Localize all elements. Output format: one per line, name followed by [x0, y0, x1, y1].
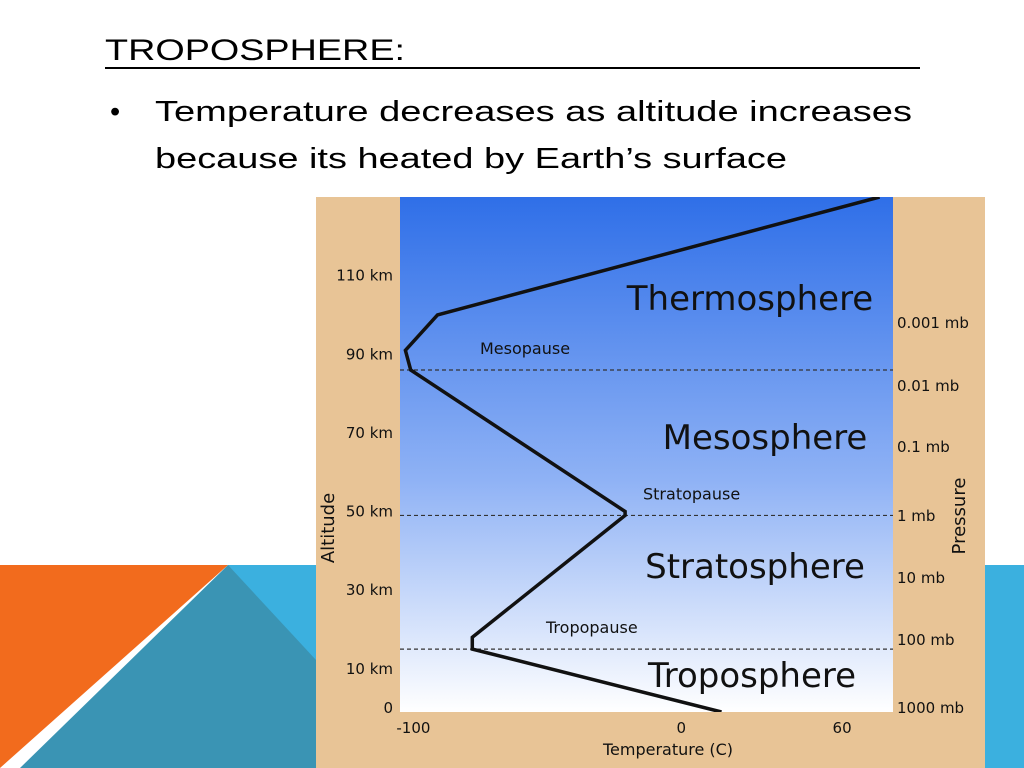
x-tick-label: 0 [677, 719, 687, 737]
deco-orange [0, 565, 228, 768]
layer-name: Thermosphere [626, 279, 873, 319]
pressure-label: 0.1 mb [897, 438, 950, 456]
y-tick-label: 50 km [346, 503, 393, 521]
pressure-label: 10 mb [897, 569, 945, 587]
temperature-profile [403, 197, 881, 712]
deco-teal [20, 565, 316, 768]
y-tick-label: 10 km [346, 660, 393, 678]
pause-label: Stratopause [643, 484, 740, 503]
pressure-label: 0.01 mb [897, 377, 959, 395]
layer-name: Stratosphere [645, 547, 865, 587]
y-tick-label: 90 km [346, 345, 393, 363]
x-tick-label: 60 [833, 719, 852, 737]
plot-area [400, 197, 893, 712]
deco-blue [228, 565, 316, 660]
y-tick-label: 0 [383, 699, 393, 717]
y-axis-label: Altitude [318, 493, 339, 563]
pressure-label: 0.001 mb [897, 314, 969, 332]
pause-label: Mesopause [480, 339, 570, 358]
y-tick-label: 70 km [346, 424, 393, 442]
slide-title: TROPOSPHERE: [105, 34, 405, 67]
y-tick-label: 110 km [336, 267, 393, 285]
pressure-label: 1 mb [897, 507, 935, 525]
bullet-text: because its heated by Earth’s surface [155, 143, 787, 175]
bullet-marker: • [110, 96, 120, 128]
x-tick-label: -100 [396, 719, 430, 737]
pressure-label: 1000 mb [897, 699, 964, 717]
deco-blue-right [985, 565, 1024, 768]
bullet-text: Temperature decreases as altitude increa… [155, 96, 912, 128]
x-axis-label: Temperature (C) [602, 740, 733, 759]
pause-label: Tropopause [545, 618, 638, 637]
layer-name: Mesosphere [663, 418, 868, 458]
y2-axis-label: Pressure [949, 478, 970, 555]
pressure-label: 100 mb [897, 631, 955, 649]
y-tick-label: 30 km [346, 581, 393, 599]
layer-name: Troposphere [647, 656, 856, 696]
